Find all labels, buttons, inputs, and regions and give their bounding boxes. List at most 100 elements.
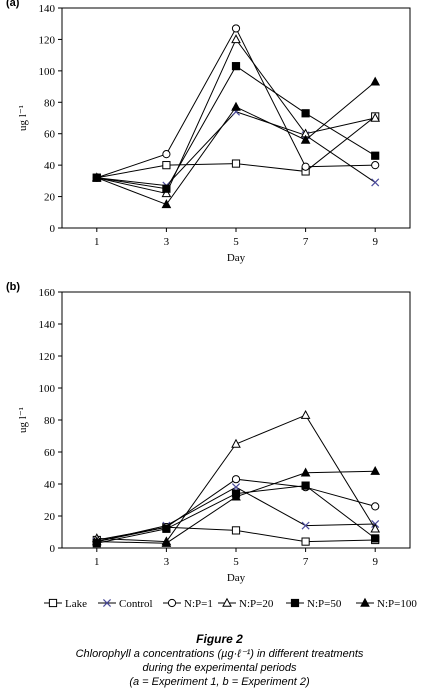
y-tick-label: 0: [50, 543, 56, 555]
y-tick-label: 20: [44, 511, 56, 523]
data-point: [231, 62, 241, 71]
legend-label: N:P=20: [239, 598, 274, 610]
chart-legend: Lake Control N:P=1 N:P=20 N:P=50 N:P=100: [44, 597, 417, 610]
x-tick-label: 9: [372, 556, 378, 568]
x-tick-label: 3: [164, 556, 170, 568]
series-n-p-100: [91, 76, 381, 209]
legend-item-control: Control: [98, 598, 153, 610]
data-point: [301, 481, 310, 490]
series-lake: [92, 112, 380, 182]
y-axis: 0 20 40 60 80 100 120 140: [39, 3, 62, 235]
x-tick-label: 9: [372, 236, 378, 248]
caption-line-1: Chlorophyll a concentrations (µg·ℓ⁻¹) in…: [75, 648, 364, 660]
data-point: [231, 34, 241, 44]
x-tick-label: 7: [303, 236, 309, 248]
y-axis: 0 20 40 60 80 100 120 140 160: [39, 287, 62, 555]
data-point: [161, 188, 172, 198]
data-point: [162, 161, 171, 170]
y-tick-label: 60: [44, 447, 56, 459]
x-tick-label: 1: [94, 236, 100, 248]
x-tick-label: 5: [233, 236, 239, 248]
legend-label: N:P=1: [184, 598, 213, 610]
legend-item-n-p-50: N:P=50: [286, 598, 342, 610]
data-point: [231, 159, 241, 168]
data-point: [371, 161, 380, 170]
y-tick-label: 100: [39, 66, 56, 78]
data-point: [301, 537, 310, 546]
chart-panel-a: (a) 0 20 40 60 80 100 120 140 1 3 5 7 9 Day ug l⁻¹: [6, 0, 411, 264]
series-line: [96, 81, 376, 206]
data-point: [370, 112, 381, 122]
x-axis-label: Day: [227, 252, 246, 264]
legend-item-n-p-20: N:P=20: [218, 597, 274, 610]
series-n-p-50: [92, 62, 380, 193]
y-tick-label: 60: [44, 129, 56, 141]
data-point: [162, 150, 171, 159]
data-point: [301, 109, 310, 118]
data-point: [301, 162, 310, 171]
legend-label: N:P=50: [307, 598, 342, 610]
data-point: [371, 502, 380, 511]
data-point: [300, 409, 311, 419]
data-point: [371, 151, 380, 160]
data-point: [161, 537, 172, 547]
y-tick-label: 140: [39, 319, 56, 331]
panel-label: (a): [6, 0, 20, 9]
x-tick-label: 5: [233, 556, 239, 568]
legend-marker: [360, 597, 370, 607]
y-axis-label: ug l⁻¹: [17, 105, 29, 131]
data-point: [370, 523, 381, 533]
data-point: [231, 24, 241, 33]
series-n-p-20: [91, 34, 381, 198]
data-point: [231, 438, 241, 448]
y-tick-label: 0: [50, 223, 56, 235]
y-tick-label: 120: [39, 351, 56, 363]
y-tick-label: 20: [44, 192, 56, 204]
data-point: [162, 184, 171, 193]
plot-frame: [61, 291, 411, 549]
data-point: [162, 524, 171, 533]
data-point: [371, 178, 380, 187]
panel-label: (b): [6, 281, 20, 293]
legend-marker: [222, 597, 232, 607]
series-n-p-100: [91, 465, 381, 547]
x-axis: 1 3 5 7 9: [94, 548, 378, 568]
x-tick-label: 3: [164, 236, 170, 248]
y-tick-label: 120: [39, 34, 56, 46]
legend-label: Lake: [65, 598, 87, 610]
data-point: [300, 134, 311, 144]
legend-marker: [48, 598, 58, 608]
legend-item-lake: Lake: [44, 598, 87, 610]
data-point: [231, 526, 241, 535]
legend-label: N:P=100: [377, 598, 417, 610]
caption-line-2: during the experimental periods: [142, 662, 297, 674]
data-point: [231, 475, 241, 484]
y-axis-label: ug l⁻¹: [17, 407, 29, 433]
y-tick-label: 80: [44, 415, 56, 427]
data-point: [91, 536, 102, 546]
y-tick-label: 40: [44, 160, 56, 172]
figure-caption: Figure 2 Chlorophyll a concentrations (µ…: [0, 632, 439, 689]
caption-title: Figure 2: [196, 632, 243, 646]
legend-marker: [102, 598, 112, 608]
x-axis: 1 3 5 7 9: [94, 228, 378, 248]
data-point: [301, 521, 310, 530]
series-line: [96, 116, 376, 179]
y-tick-label: 80: [44, 97, 56, 109]
caption-line-3: (a = Experiment 1, b = Experiment 2): [129, 676, 310, 688]
data-point: [370, 76, 381, 86]
x-tick-label: 7: [303, 556, 309, 568]
data-point: [231, 101, 241, 111]
y-tick-label: 160: [39, 287, 56, 299]
legend-label: Control: [119, 598, 153, 610]
y-tick-label: 140: [39, 3, 56, 15]
y-tick-label: 100: [39, 383, 56, 395]
x-tick-label: 1: [94, 556, 100, 568]
legend-item-n-p-1: N:P=1: [163, 598, 213, 610]
series-lake: [92, 523, 380, 546]
data-point: [91, 172, 102, 182]
data-point: [300, 467, 311, 477]
data-point: [371, 534, 380, 543]
legend-item-n-p-100: N:P=100: [356, 597, 417, 610]
